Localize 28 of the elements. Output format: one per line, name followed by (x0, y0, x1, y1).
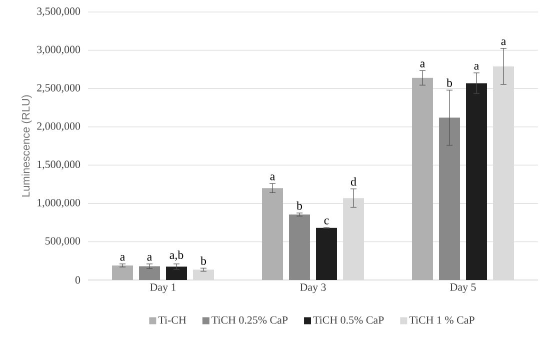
y-tick-label: 3,000,000 (37, 46, 80, 55)
data-label: c (324, 218, 329, 224)
y-tick-label: 3,500,000 (37, 8, 80, 16)
data-label: a (120, 254, 125, 261)
y-tick-label: 1,000,000 (38, 198, 80, 208)
legend-label: TiCH 0.25% CaP (212, 316, 288, 324)
y-tick-label: 2,500,000 (37, 84, 80, 94)
y-axis-title: Luminescence (RLU) (22, 95, 32, 197)
x-tick-label: Day 1 (150, 284, 176, 294)
data-label: b (446, 78, 452, 87)
data-label: a (270, 174, 275, 180)
data-label: a (147, 254, 152, 261)
x-tick-label: Day 3 (300, 284, 326, 294)
legend-label: TiCH 1 % CaP (409, 316, 474, 324)
y-tick-label: 2,000,000 (37, 122, 80, 132)
data-label: a (420, 62, 425, 68)
x-tick-label: Day 5 (450, 284, 476, 294)
data-label: d (350, 177, 356, 186)
data-label: a (501, 39, 506, 46)
y-tick-label: 500,000 (46, 237, 80, 246)
legend-label: TiCH 0.5% CaP (313, 316, 384, 324)
data-label: b (296, 201, 302, 210)
data-label: a (474, 64, 479, 70)
data-label: a,b (170, 250, 184, 261)
data-label: b (200, 256, 206, 265)
legend-label: Ti-CH (158, 316, 186, 324)
y-tick-label: 0 (75, 276, 80, 284)
y-tick-label: 1,500,000 (38, 160, 80, 170)
